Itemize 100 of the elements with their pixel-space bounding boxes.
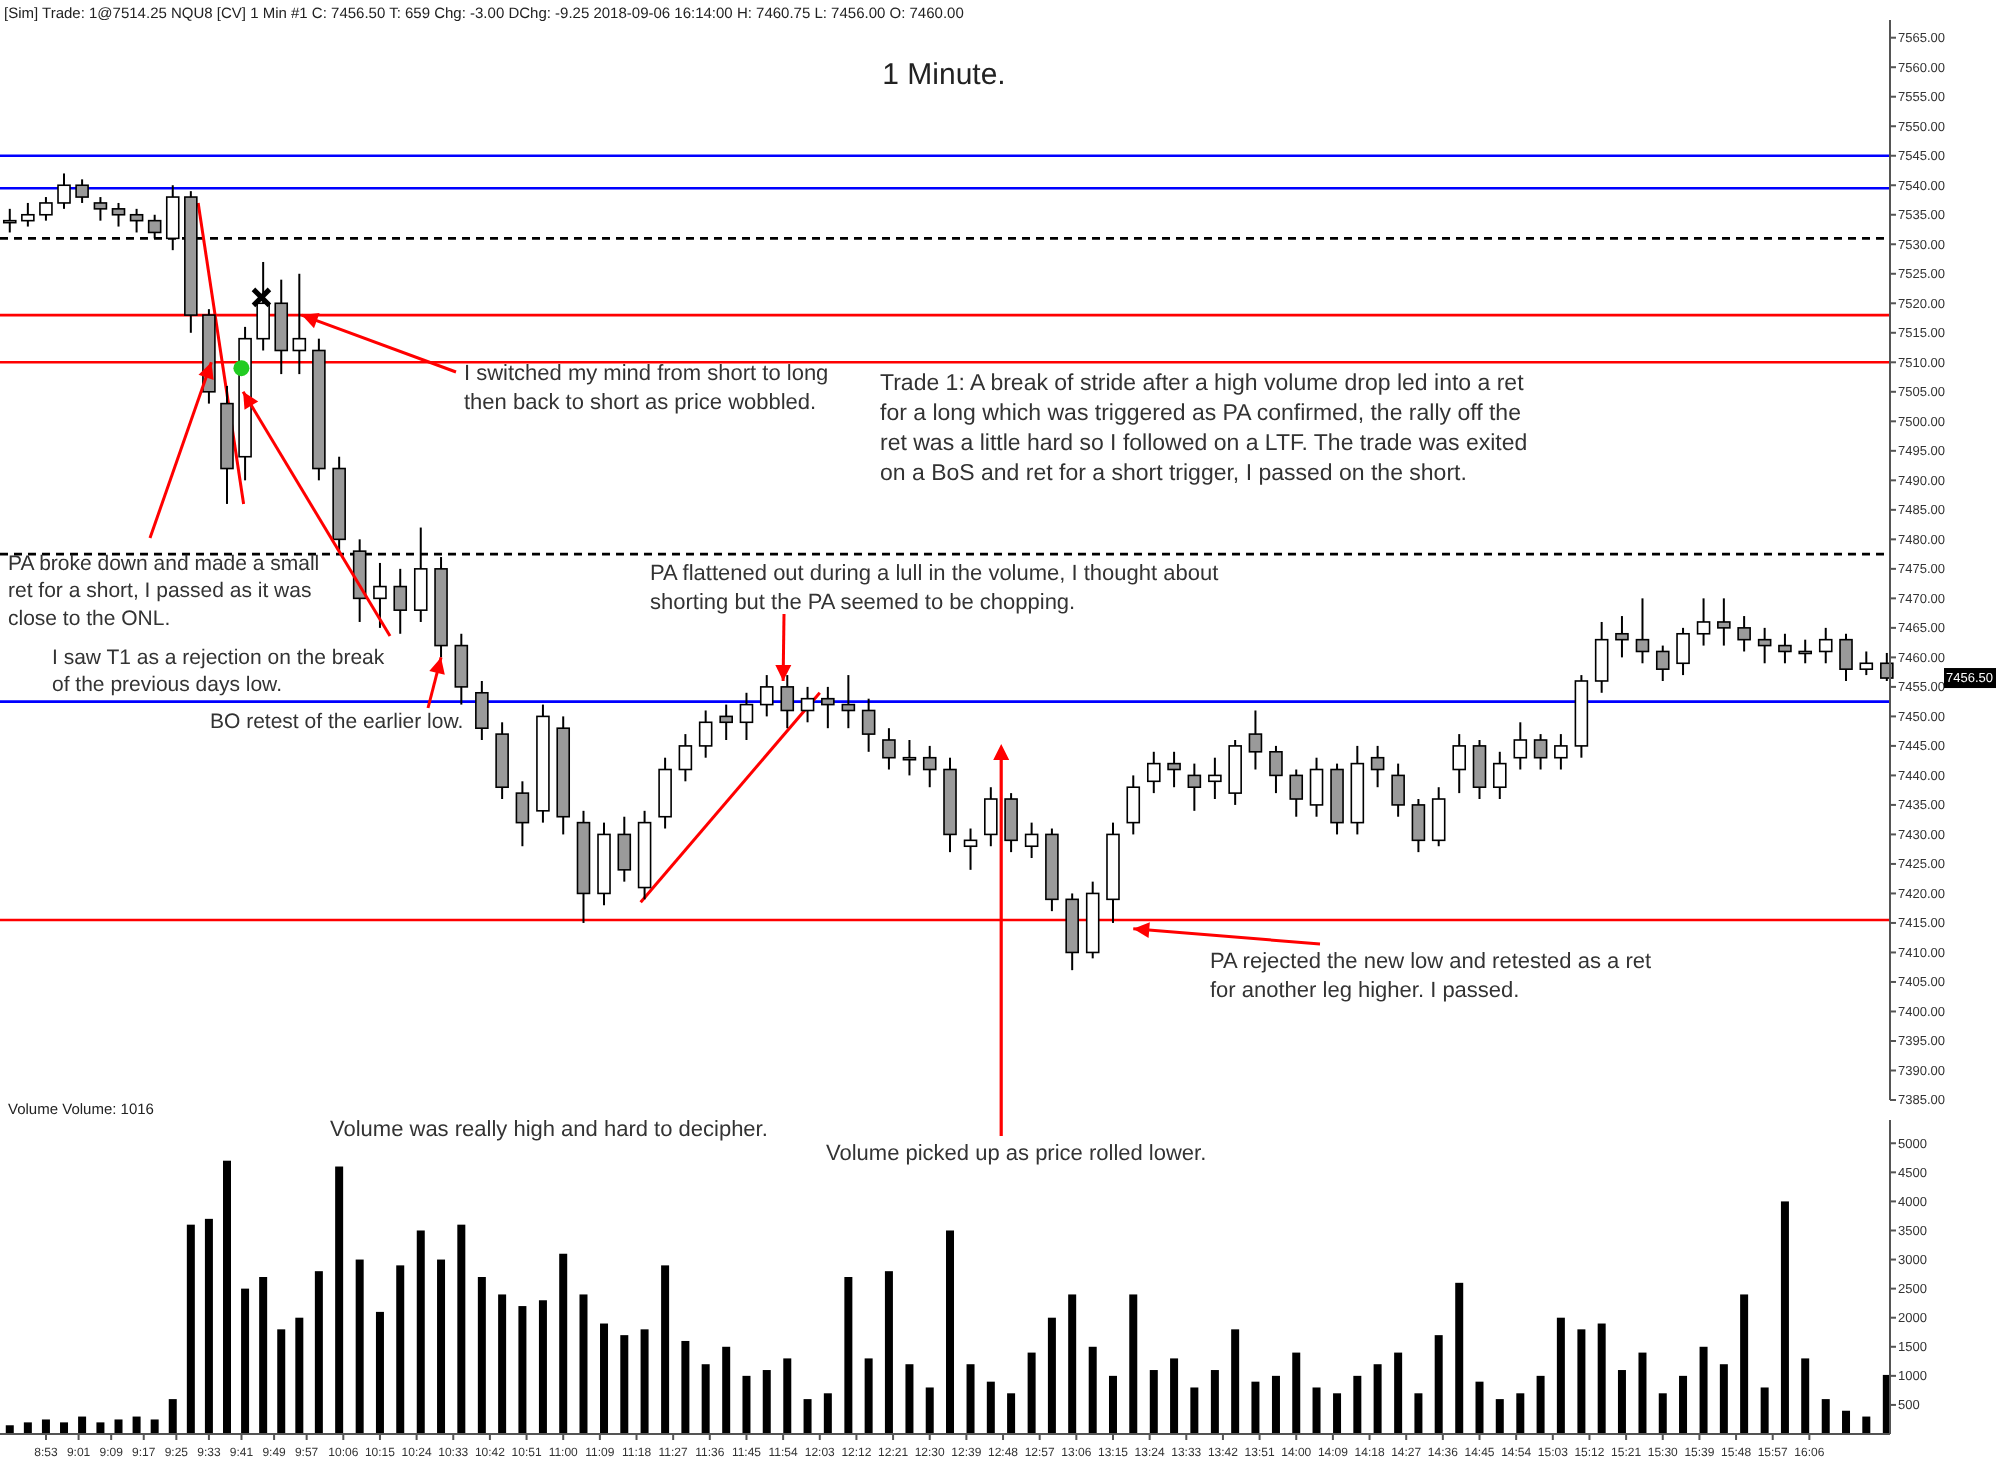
annotation: I saw T1 as a rejection on the break of the previous days low.	[52, 646, 386, 698]
candlestick	[658, 756, 672, 830]
bar	[783, 1358, 792, 1434]
bar	[1617, 1370, 1626, 1434]
bar	[1149, 1370, 1158, 1434]
candlestick	[1839, 632, 1853, 682]
bar	[1190, 1387, 1199, 1434]
candlestick	[1615, 615, 1629, 659]
bar	[946, 1230, 955, 1434]
bar	[168, 1399, 177, 1434]
candlestick	[1208, 756, 1222, 801]
bar	[259, 1277, 268, 1434]
candlestick	[1391, 762, 1405, 818]
bar	[96, 1422, 105, 1434]
candlestick	[1696, 597, 1711, 647]
candlestick	[39, 196, 53, 222]
candlestick	[1411, 798, 1426, 854]
candlestick	[1594, 620, 1609, 694]
candlestick	[1309, 756, 1324, 818]
bar	[1068, 1294, 1077, 1434]
candlestick	[678, 733, 693, 783]
bar	[78, 1416, 87, 1434]
candlestick	[256, 260, 270, 352]
bar	[277, 1329, 286, 1434]
annotation: PA broke down and made a small ret for a short, I passed as it was close to the ONL.	[8, 552, 320, 631]
bar	[762, 1370, 771, 1434]
candlestick	[1655, 644, 1670, 682]
bar	[1842, 1410, 1851, 1434]
candlestick	[1717, 597, 1731, 647]
candlestick	[902, 739, 917, 777]
bar	[1434, 1335, 1443, 1434]
candlestick	[1757, 626, 1772, 665]
candlestick	[454, 632, 469, 706]
annotation: Trade 1: A break of stride after a high volume drop led into a ret for a long which was triggered as PA confirmed, the rally off the ret was a little hard so I followed on a LTF. The trade was exited on a BoS and ret for a short trigger, I passed on the short.	[880, 372, 1528, 486]
bar	[1170, 1358, 1179, 1434]
bar	[1414, 1393, 1423, 1434]
bar	[1862, 1416, 1871, 1434]
bar	[1353, 1375, 1362, 1434]
bar	[114, 1419, 123, 1434]
bar	[823, 1393, 832, 1434]
bar	[1597, 1323, 1606, 1434]
bar	[396, 1265, 405, 1434]
candlestick	[1492, 750, 1507, 801]
candlestick	[821, 685, 835, 730]
bar	[1658, 1393, 1667, 1434]
bar	[701, 1364, 710, 1434]
bar	[186, 1224, 195, 1434]
bar	[1536, 1375, 1545, 1434]
candlestick	[1533, 733, 1548, 771]
bar	[1394, 1352, 1403, 1434]
candlestick	[1187, 762, 1202, 812]
candlestick	[1737, 615, 1751, 653]
candlestick	[292, 272, 307, 376]
candlestick	[698, 709, 713, 759]
candlestick	[111, 201, 126, 228]
bar	[375, 1311, 384, 1434]
bar	[241, 1288, 250, 1434]
candlestick	[1778, 632, 1792, 665]
bar	[661, 1265, 670, 1434]
bar	[314, 1271, 323, 1434]
candlestick	[1004, 792, 1018, 854]
candlestick	[1126, 774, 1141, 836]
candlestick	[1472, 739, 1487, 801]
annotation: PA flattened out during a lull in the volume, I thought about shorting but the PA seemed to be chopping.	[650, 562, 1219, 615]
bar	[1516, 1393, 1525, 1434]
candlestick	[1248, 709, 1263, 771]
candlestick	[129, 207, 144, 234]
bar	[1271, 1375, 1280, 1434]
bar	[1231, 1329, 1240, 1434]
text: 1 Minute.	[882, 58, 1006, 92]
candlestick	[93, 196, 108, 222]
candlestick	[922, 744, 937, 789]
bar	[295, 1317, 304, 1434]
candlestick	[1370, 744, 1385, 789]
bar	[864, 1358, 873, 1434]
candlestick	[861, 697, 876, 753]
bar	[150, 1419, 159, 1434]
annotation: BO retest of the earlier low.	[210, 710, 464, 734]
bar	[844, 1277, 853, 1434]
bar	[5, 1425, 14, 1434]
bar	[1801, 1358, 1810, 1434]
candlestick	[841, 674, 856, 730]
bar	[1210, 1370, 1219, 1434]
bar	[223, 1160, 231, 1434]
annotation: PA rejected the new low and retested as a ret for another leg higher. I passed.	[1210, 950, 1652, 1003]
bar	[1556, 1317, 1565, 1434]
bar	[1577, 1329, 1586, 1434]
candlestick	[1880, 651, 1894, 682]
bar	[803, 1399, 812, 1434]
candlestick	[373, 561, 387, 629]
candlestick	[21, 201, 35, 228]
candlestick	[1859, 650, 1874, 677]
bar	[457, 1224, 466, 1434]
candlestick	[1431, 786, 1446, 848]
bar	[477, 1277, 486, 1434]
bar	[335, 1166, 344, 1434]
candlestick	[800, 685, 815, 724]
candlestick	[984, 786, 998, 848]
bar	[1129, 1294, 1138, 1434]
bar	[1312, 1387, 1321, 1434]
